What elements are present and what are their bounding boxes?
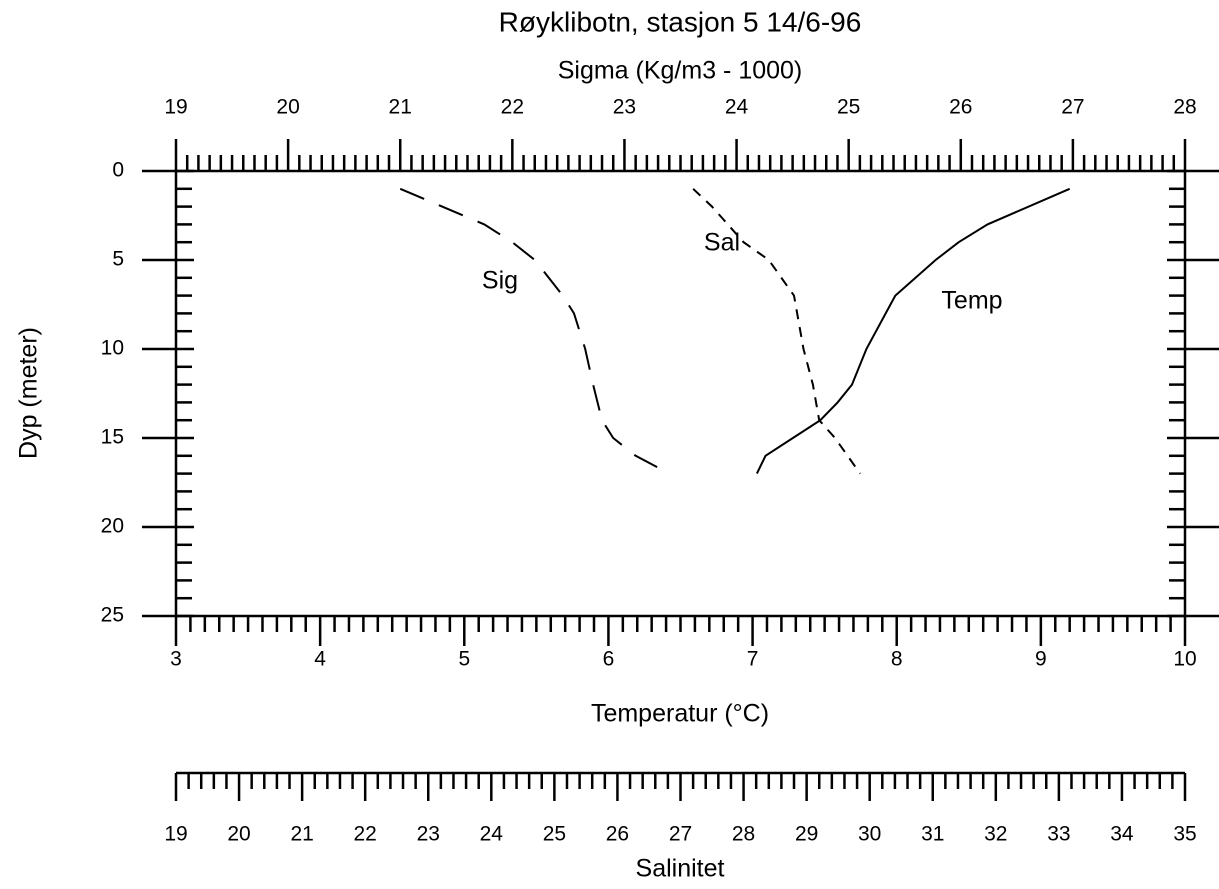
series-label: Temp (941, 287, 1002, 315)
x2-tick-label: 22 (501, 96, 524, 119)
x2-tick-label: 21 (389, 96, 412, 119)
x3-tick-label: 31 (921, 823, 944, 846)
plot-frame (174, 169, 1187, 618)
x2-tick-label: 23 (613, 96, 636, 119)
y-tick-label: 5 (112, 248, 124, 271)
chart-title: Røyklibotn, stasjon 5 14/6-96 (499, 6, 862, 37)
x3-tick-label: 21 (290, 823, 313, 846)
x3-tick-label: 33 (1047, 823, 1070, 846)
x-tick-label: 6 (603, 648, 615, 671)
y-tick-label: 25 (101, 604, 124, 627)
y-axis-label: Dyp (meter) (15, 327, 43, 459)
x3-tick-label: 34 (1110, 823, 1134, 846)
x2-tick-label: 26 (949, 96, 972, 119)
y-tick-label: 10 (101, 337, 124, 360)
x2-tick-label: 25 (837, 96, 860, 119)
x-tick-label: 9 (1035, 648, 1047, 671)
x-tick-label: 5 (458, 648, 470, 671)
y-tick-label: 0 (112, 159, 124, 182)
x3-tick-label: 25 (543, 823, 566, 846)
x2-tick-label: 19 (164, 96, 187, 119)
x2-tick-label: 27 (1061, 96, 1084, 119)
x-tick-label: 8 (891, 648, 903, 671)
x-axis-label: Temperatur (°C) (591, 700, 769, 728)
y-tick-label: 20 (101, 515, 124, 538)
series-line (755, 187, 1071, 475)
x3-tick-label: 26 (606, 823, 629, 846)
x3-tick-label: 28 (732, 823, 755, 846)
x-tick-label: 7 (747, 648, 759, 671)
x2-tick-label: 28 (1173, 96, 1196, 119)
x3-axis-label: Salinitet (636, 855, 725, 883)
x2-tick-label: 20 (276, 96, 299, 119)
x-tick-label: 10 (1173, 648, 1196, 671)
y-tick-label: 15 (101, 426, 124, 449)
x3-tick-label: 35 (1173, 823, 1196, 846)
x3-tick-label: 20 (227, 823, 250, 846)
x3-tick-label: 27 (669, 823, 692, 846)
x2-axis-label: Sigma (Kg/m3 - 1000) (558, 57, 803, 85)
x2-tick-label: 24 (725, 96, 749, 119)
x3-tick-label: 32 (984, 823, 1007, 846)
x-tick-label: 4 (314, 648, 326, 671)
x3-tick-label: 19 (164, 823, 187, 846)
x3-tick-label: 22 (354, 823, 377, 846)
x-tick-label: 3 (170, 648, 182, 671)
x3-tick-label: 24 (480, 823, 504, 846)
series-label: Sig (482, 267, 518, 295)
series-line (399, 187, 670, 475)
x3-tick-label: 30 (858, 823, 881, 846)
x3-tick-label: 29 (795, 823, 818, 846)
series-label: Sal (704, 229, 740, 257)
x3-tick-label: 23 (417, 823, 440, 846)
